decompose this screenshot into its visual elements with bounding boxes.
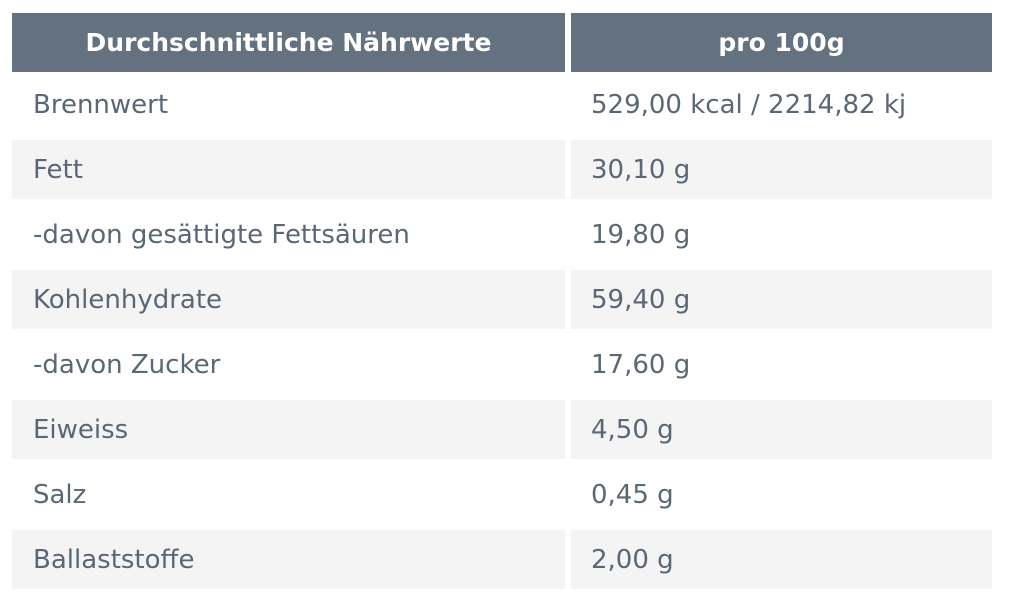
nutrient-value: 2,00 g xyxy=(571,530,992,589)
nutrient-value: 0,45 g xyxy=(591,479,674,510)
table-row: Fett 30,10 g xyxy=(12,137,992,202)
table-row: Brennwert 529,00 kcal / 2214,82 kj xyxy=(12,72,992,137)
nutrient-value: 19,80 g xyxy=(591,219,691,250)
table-header-row: Durchschnittliche Nährwerte pro 100g xyxy=(12,13,992,72)
nutrient-name: Ballaststoffe xyxy=(12,530,565,589)
nutrient-name: Kohlenhydrate xyxy=(12,270,565,329)
nutrient-value: 30,10 g xyxy=(571,140,992,199)
table-row: Ballaststoffe 2,00 g xyxy=(12,527,992,592)
table-row: Eiweiss 4,50 g xyxy=(12,397,992,462)
nutrient-value: 529,00 kcal / 2214,82 kj xyxy=(591,89,907,120)
nutrient-name: Eiweiss xyxy=(12,400,565,459)
nutrient-name: Brennwert xyxy=(33,89,169,120)
nutrient-value: 17,60 g xyxy=(591,349,691,380)
nutrition-table: Durchschnittliche Nährwerte pro 100g Bre… xyxy=(12,13,992,592)
nutrient-name: -davon Zucker xyxy=(33,349,221,380)
nutrient-name: Salz xyxy=(33,479,87,510)
nutrient-name: Fett xyxy=(12,140,565,199)
header-nutrients: Durchschnittliche Nährwerte xyxy=(12,13,565,72)
table-row: -davon gesättigte Fettsäuren 19,80 g xyxy=(12,202,992,267)
nutrient-value: 4,50 g xyxy=(571,400,992,459)
header-per-100g: pro 100g xyxy=(571,13,992,72)
nutrient-name: -davon gesättigte Fettsäuren xyxy=(33,219,410,250)
nutrient-value: 59,40 g xyxy=(571,270,992,329)
table-row: Salz 0,45 g xyxy=(12,462,992,527)
table-row: Kohlenhydrate 59,40 g xyxy=(12,267,992,332)
table-row: -davon Zucker 17,60 g xyxy=(12,332,992,397)
